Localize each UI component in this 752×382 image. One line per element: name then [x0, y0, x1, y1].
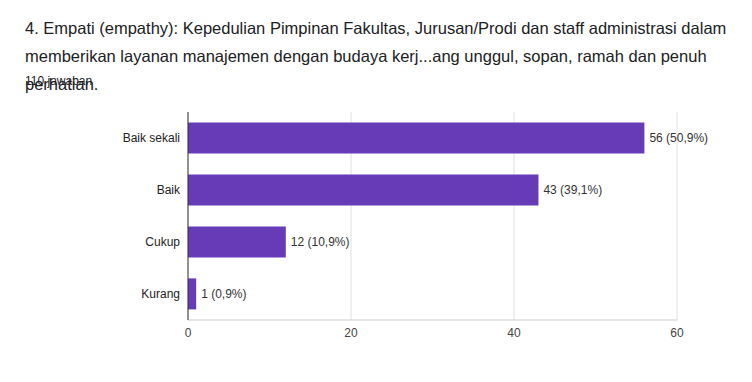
- svg-text:43 (39,1%): 43 (39,1%): [543, 183, 602, 197]
- svg-text:20: 20: [344, 326, 358, 340]
- svg-text:56 (50,9%): 56 (50,9%): [649, 131, 708, 145]
- svg-text:Cukup: Cukup: [145, 235, 180, 249]
- svg-text:60: 60: [670, 326, 684, 340]
- svg-text:1 (0,9%): 1 (0,9%): [201, 287, 246, 301]
- svg-text:Baik sekali: Baik sekali: [123, 131, 180, 145]
- svg-text:Kurang: Kurang: [141, 287, 180, 301]
- html-text:4. Empati (empathy): Kepedulia: 4. Empati (empathy): Kepedulian Pimpinan…: [25, 19, 727, 93]
- html-text:110 jawaban: 110 jawaban: [25, 74, 93, 88]
- svg-text:Baik: Baik: [157, 183, 181, 197]
- svg-text:0: 0: [185, 326, 192, 340]
- svg-text:40: 40: [507, 326, 521, 340]
- svg-text:12 (10,9%): 12 (10,9%): [291, 235, 350, 249]
